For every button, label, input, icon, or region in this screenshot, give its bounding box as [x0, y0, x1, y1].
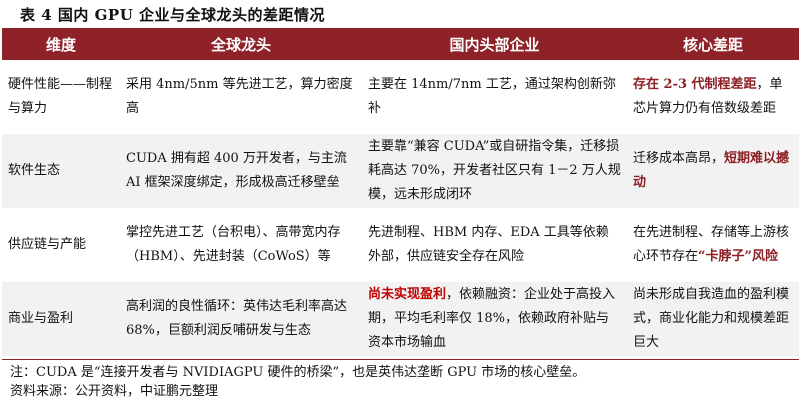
cell-gap: 存在 2-3 代制程差距，单芯片算力仍有倍数级差距 [627, 60, 799, 134]
cell-text: 尚未形成自我造血的盈利模式，商业化能力和规模差距巨大 [633, 287, 790, 350]
cell-global: 掌控先进工艺（台积电）、高带宽内存（HBM）、先进封装（CoWoS）等 [120, 208, 362, 282]
table-row: 软件生态 CUDA 拥有超 400 万开发者，与主流 AI 框架深度绑定，形成极高… [2, 134, 799, 208]
cell-global: CUDA 拥有超 400 万开发者，与主流 AI 框架深度绑定，形成极高迁移壁垒 [120, 134, 362, 208]
footnote: 注：CUDA 是“连接开发者与 NVIDIAGPU 硬件的桥梁”，也是英伟达垄断… [10, 365, 586, 380]
table-row: 商业与盈利 高利润的良性循环：英伟达毛利率高达 68%，巨额利润反哺研发与生态 尚未… [2, 282, 799, 356]
cell-dimension: 供应链与产能 [8, 237, 87, 252]
highlight-text: 短期难以撼动 [633, 151, 790, 190]
header-global: 全球龙头 [120, 28, 362, 60]
cell-domestic: 主要在 14nm/7nm 工艺，通过架构创新弥补 [362, 60, 627, 134]
header-gap: 核心差距 [627, 28, 799, 60]
cell-text: ，单芯片算力仍有倍数级差距 [633, 77, 783, 116]
cell-text: 先进制程、HBM 内存、EDA 工具等依赖外部，供应链安全存在风险 [368, 225, 609, 264]
header-domestic: 国内头部企业 [362, 28, 627, 60]
highlight-text: “卡脖子”风险 [698, 249, 778, 264]
table-row: 供应链与产能 掌控先进工艺（台积电）、高带宽内存（HBM）、先进封装（CoWoS）… [2, 208, 799, 282]
cell-domestic: 尚未实现盈利，依赖融资：企业处于高投入期，平均毛利率仅 18%，依赖政府补贴与资… [362, 282, 627, 356]
cell-domestic: 先进制程、HBM 内存、EDA 工具等依赖外部，供应链安全存在风险 [362, 208, 627, 282]
header-dimension: 维度 [2, 28, 120, 60]
cell-dimension: 硬件性能——制程与算力 [8, 77, 113, 116]
table-title: 表 4 国内 GPU 企业与全球龙头的差距情况 [20, 6, 325, 24]
header-row: 维度 全球龙头 国内头部企业 核心差距 [2, 28, 799, 60]
cell-text: 迁移成本高昂， [633, 151, 725, 166]
bottom-rule [2, 359, 799, 360]
cell-dimension: 商业与盈利 [2, 282, 120, 356]
cell-gap: 在先进制程、存储等上游核心环节存在“卡脖子”风险 [627, 208, 799, 282]
cell-text: 采用 4nm/5nm 等先进工艺，算力密度高 [126, 77, 353, 116]
table-row: 硬件性能——制程与算力 采用 4nm/5nm 等先进工艺，算力密度高 主要在 14n… [2, 60, 799, 134]
cell-domestic: 主要靠“兼容 CUDA”或自研指令集，迁移损耗高达 70%，开发者社区只有 1－… [362, 134, 627, 208]
source-note: 资料来源：公开资料，中证鹏元整理 [10, 384, 219, 399]
cell-global: 高利润的良性循环：英伟达毛利率高达 68%，巨额利润反哺研发与生态 [120, 282, 362, 356]
cell-text: 掌控先进工艺（台积电）、高带宽内存（HBM）、先进封装（CoWoS）等 [126, 225, 341, 264]
cell-text: CUDA 拥有超 400 万开发者，与主流 AI 框架深度绑定，形成极高迁移壁垒 [126, 151, 347, 190]
cell-text: 高利润的良性循环：英伟达毛利率高达 68%，巨额利润反哺研发与生态 [126, 299, 348, 338]
cell-gap: 尚未形成自我造血的盈利模式，商业化能力和规模差距巨大 [627, 282, 799, 356]
highlight-text: 存在 2-3 代制程差距 [633, 77, 757, 92]
cell-gap: 迁移成本高昂，短期难以撼动 [627, 134, 799, 208]
cell-text: ，依赖融资：企业处于高投入期，平均毛利率仅 18%，依赖政府补贴与资本市场输血 [368, 287, 616, 350]
cell-text: 主要靠“兼容 CUDA”或自研指令集，迁移损耗高达 70%，开发者社区只有 1－… [368, 139, 621, 202]
cell-text: 在先进制程、存储等上游核心环节存在 [633, 225, 790, 264]
cell-dimension: 软件生态 [2, 134, 120, 208]
cell-text: 主要在 14nm/7nm 工艺，通过架构创新弥补 [368, 77, 616, 116]
comparison-table: 维度 全球龙头 国内头部企业 核心差距 硬件性能——制程与算力 采用 4nm/5n… [2, 28, 799, 356]
highlight-text: 尚未实现盈利 [368, 287, 447, 302]
cell-global: 采用 4nm/5nm 等先进工艺，算力密度高 [120, 60, 362, 134]
